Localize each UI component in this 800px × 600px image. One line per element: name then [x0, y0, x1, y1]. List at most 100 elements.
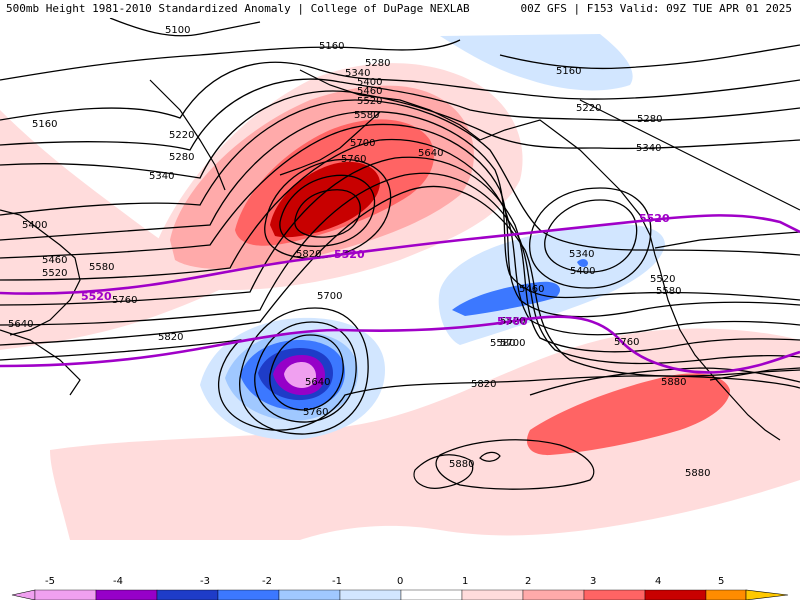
- colorbar-swatch: [34, 589, 97, 600]
- colorbar-tick: -4: [113, 576, 123, 587]
- contour-label: 5520: [650, 274, 675, 285]
- colorbar-swatch: [95, 589, 158, 600]
- contour-label: 5400: [22, 220, 47, 231]
- map-title: 500mb Height 1981-2010 Standardized Anom…: [6, 2, 470, 15]
- contour-label: 5700: [500, 338, 525, 349]
- anomaly-colorbar: -5 -4 -3 -2 -1 0 1 2 3 4 5: [11, 576, 789, 600]
- contour-label: 5700: [350, 138, 375, 149]
- contour-label: 5880: [661, 377, 686, 388]
- weather-map: 5100 5160 5280 5340 5400 5460 5520 5580 …: [0, 18, 800, 540]
- colorbar-swatch: [705, 589, 747, 600]
- contour-label: 5760: [303, 407, 328, 418]
- contour-label: 5220: [576, 103, 601, 114]
- siberia-coast: [149, 79, 226, 191]
- contour-label: 5580: [490, 338, 515, 349]
- colorbar-tick: 1: [462, 576, 468, 587]
- contour-labels: 5100 5160 5280 5340 5400 5460 5520 5580 …: [8, 25, 710, 479]
- contour-5100: [109, 18, 261, 37]
- reference-contour-label: 5760: [497, 315, 528, 328]
- colorbar-swatch: [217, 589, 280, 600]
- contour-label: 5520: [42, 268, 67, 279]
- contour-label: 5160: [556, 66, 581, 77]
- contour-label: 5400: [357, 77, 382, 88]
- colorbar-tick: 3: [590, 576, 596, 587]
- purple-5520-line: [0, 214, 800, 295]
- contour-label: 5340: [345, 68, 370, 79]
- contour-label: 5520: [357, 96, 382, 107]
- colorbar-tick: 5: [718, 576, 724, 587]
- contour-5280: [0, 78, 800, 151]
- colorbar-swatches: [11, 589, 789, 600]
- contour-label: 5160: [32, 119, 57, 130]
- contour-label: 5760: [112, 295, 137, 306]
- purple-5760-line: [0, 315, 800, 374]
- contour-label: 5280: [365, 58, 390, 69]
- china-coast: [0, 329, 81, 396]
- contour-label: 5280: [637, 114, 662, 125]
- contour-label: 5400: [570, 266, 595, 277]
- canada-coast: [579, 99, 800, 211]
- contour-5160-b: [499, 44, 800, 70]
- contour-label: 5340: [149, 171, 174, 182]
- contour-label: 5460: [357, 86, 382, 97]
- contour-5760: [0, 185, 800, 377]
- contour-label: 5160: [319, 41, 344, 52]
- colorbar-swatch: [644, 589, 707, 600]
- colorbar-tick: -2: [262, 576, 272, 587]
- contour-closed-low-5640: [294, 189, 361, 238]
- colorbar-tick: 4: [655, 576, 661, 587]
- reference-contour-label: 5520: [81, 290, 112, 303]
- colorbar-tick: -1: [332, 576, 342, 587]
- negative-anomaly-blue-dot: [577, 259, 588, 267]
- positive-anomaly-red-se: [526, 373, 730, 456]
- contour-label: 5280: [169, 152, 194, 163]
- colorbar-swatch: [339, 589, 402, 600]
- model-valid-time: 00Z GFS | F153 Valid: 09Z TUE APR 01 202…: [520, 2, 792, 15]
- contour-hawaii-5880: [435, 439, 595, 490]
- colorbar-right-arrow: [745, 589, 789, 600]
- contour-5160-a: [0, 39, 461, 81]
- contour-closed-low-5580: [279, 174, 376, 247]
- contour-label: 5820: [158, 332, 183, 343]
- aleutian-chain: [279, 111, 381, 176]
- height-contours: [0, 18, 800, 490]
- reference-contour-label: 5520: [639, 212, 670, 225]
- reference-contours: [0, 214, 800, 374]
- colorbar-left-arrow: [11, 589, 36, 600]
- contour-label: 5580: [89, 262, 114, 273]
- colorbar-tick: 2: [525, 576, 531, 587]
- contour-cutoff-5640: [269, 334, 344, 411]
- contour-label: 5100: [165, 25, 190, 36]
- colorbar-swatch: [156, 589, 219, 600]
- reference-contour-label: 5520: [334, 248, 365, 261]
- positive-anomaly-pink: [50, 328, 800, 540]
- contour-5580: [0, 138, 800, 336]
- contour-label: 5340: [569, 249, 594, 260]
- contour-5340: [0, 90, 800, 179]
- positive-anomaly-pink: [0, 110, 240, 350]
- contour-label: 5820: [296, 249, 321, 260]
- contour-5640: [0, 156, 800, 353]
- negative-anomaly-blue-mid: [452, 281, 560, 316]
- contour-label: 5760: [614, 337, 639, 348]
- contour-label: 5700: [317, 291, 342, 302]
- colorbar-tick: 0: [397, 576, 403, 587]
- contour-label: 5820: [471, 379, 496, 390]
- contour-label: 5520: [500, 316, 525, 327]
- contour-label: 5760: [341, 154, 366, 165]
- contour-closed-low-ne-5400: [529, 187, 652, 289]
- map-header: 500mb Height 1981-2010 Standardized Anom…: [0, 0, 800, 18]
- contour-label: 5640: [305, 377, 330, 388]
- contour-label: 5460: [519, 284, 544, 295]
- contour-label: 5880: [685, 468, 710, 479]
- colorbar-swatch: [522, 589, 585, 600]
- contour-5400: [0, 99, 800, 256]
- contour-label: 5880: [449, 459, 474, 470]
- contour-5820: [0, 339, 800, 431]
- contour-5880: [529, 367, 800, 396]
- contour-closed-low-5520: [264, 158, 392, 259]
- contour-label: 5580: [354, 110, 379, 121]
- contour-label: 5640: [8, 319, 33, 330]
- contour-label: 5580: [656, 286, 681, 297]
- contour-5700: [0, 172, 800, 365]
